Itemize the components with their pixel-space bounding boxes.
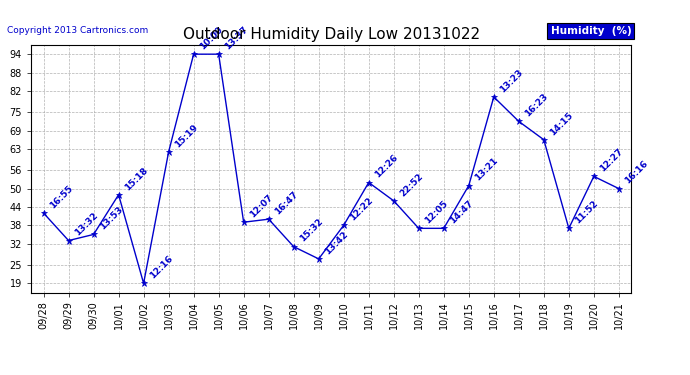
Text: 15:32: 15:32 [298, 217, 324, 244]
Text: 15:19: 15:19 [172, 123, 199, 149]
Text: 16:16: 16:16 [623, 159, 649, 186]
Text: 12:16: 12:16 [148, 254, 175, 280]
Text: 12:22: 12:22 [348, 196, 375, 222]
Text: Humidity  (%): Humidity (%) [551, 26, 631, 36]
Text: 11:52: 11:52 [573, 199, 600, 225]
Text: 16:47: 16:47 [273, 190, 299, 216]
Text: 13:42: 13:42 [323, 230, 350, 256]
Text: 22:52: 22:52 [398, 171, 424, 198]
Text: 14:47: 14:47 [448, 199, 475, 225]
Text: 12:07: 12:07 [248, 193, 275, 219]
Text: 13:23: 13:23 [498, 68, 524, 94]
Text: 13:53: 13:53 [98, 205, 124, 232]
Text: Copyright 2013 Cartronics.com: Copyright 2013 Cartronics.com [7, 26, 148, 35]
Text: 14:15: 14:15 [548, 110, 575, 137]
Text: 15:18: 15:18 [123, 165, 149, 192]
Text: 13:37: 13:37 [223, 25, 250, 51]
Text: 10:00: 10:00 [198, 25, 224, 51]
Text: 12:26: 12:26 [373, 153, 400, 180]
Text: 12:27: 12:27 [598, 147, 624, 174]
Text: 16:55: 16:55 [48, 184, 75, 210]
Text: 16:23: 16:23 [523, 92, 549, 118]
Title: Outdoor Humidity Daily Low 20131022: Outdoor Humidity Daily Low 20131022 [183, 27, 480, 42]
Text: 13:21: 13:21 [473, 156, 500, 183]
Text: 13:32: 13:32 [72, 211, 99, 238]
Text: 12:05: 12:05 [423, 199, 449, 225]
